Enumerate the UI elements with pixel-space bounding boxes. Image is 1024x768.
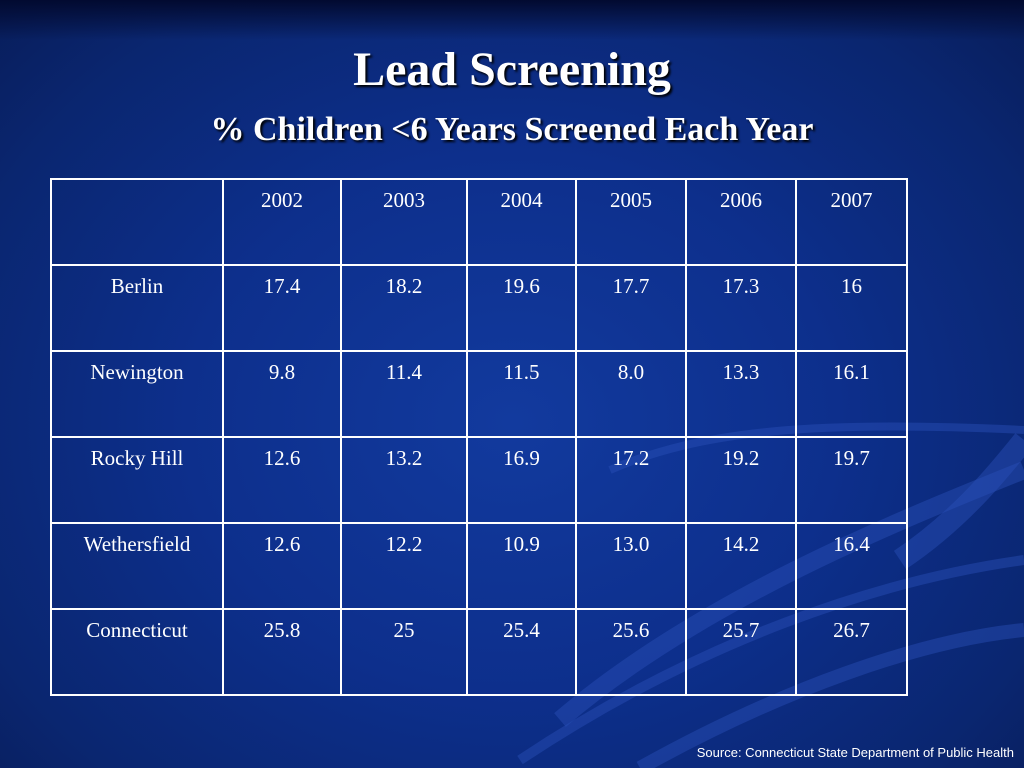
- table-cell: 16: [795, 264, 908, 352]
- table-row: Wethersfield 12.6 12.2 10.9 13.0 14.2 16…: [50, 522, 908, 610]
- table-cell: 11.5: [466, 350, 577, 438]
- table-header-row: 2002 2003 2004 2005 2006 2007: [50, 178, 908, 266]
- table-cell: 12.6: [222, 522, 342, 610]
- table-row: Berlin 17.4 18.2 19.6 17.7 17.3 16: [50, 264, 908, 352]
- table-cell: 25.7: [685, 608, 797, 696]
- table-cell: 19.6: [466, 264, 577, 352]
- header-cell: 2007: [795, 178, 908, 266]
- table-cell: 16.1: [795, 350, 908, 438]
- table-cell: 17.3: [685, 264, 797, 352]
- table-cell: 17.7: [575, 264, 687, 352]
- slide-title: Lead Screening: [353, 43, 671, 96]
- source-note: Source: Connecticut State Department of …: [696, 745, 1014, 760]
- table-cell: 25.4: [466, 608, 577, 696]
- table-cell: 13.2: [340, 436, 468, 524]
- header-cell: 2003: [340, 178, 468, 266]
- table-cell: 13.3: [685, 350, 797, 438]
- table-cell: 19.2: [685, 436, 797, 524]
- table-cell: 14.2: [685, 522, 797, 610]
- table-cell: 9.8: [222, 350, 342, 438]
- table-cell: 16.9: [466, 436, 577, 524]
- header-cell: 2005: [575, 178, 687, 266]
- top-shade: [0, 0, 1024, 40]
- table-cell: 11.4: [340, 350, 468, 438]
- row-label: Berlin: [50, 264, 224, 352]
- table-cell: 12.2: [340, 522, 468, 610]
- table-cell: 25.8: [222, 608, 342, 696]
- header-cell: 2002: [222, 178, 342, 266]
- table-cell: 25: [340, 608, 468, 696]
- row-label: Rocky Hill: [50, 436, 224, 524]
- table-cell: 12.6: [222, 436, 342, 524]
- table-cell: 19.7: [795, 436, 908, 524]
- table-cell: 8.0: [575, 350, 687, 438]
- header-cell: 2006: [685, 178, 797, 266]
- screening-table: 2002 2003 2004 2005 2006 2007 Berlin 17.…: [50, 178, 908, 696]
- row-label: Connecticut: [50, 608, 224, 696]
- slide-subtitle: % Children <6 Years Screened Each Year: [210, 111, 814, 148]
- header-cell: 2004: [466, 178, 577, 266]
- header-cell: [50, 178, 224, 266]
- table-cell: 13.0: [575, 522, 687, 610]
- table-row: Rocky Hill 12.6 13.2 16.9 17.2 19.2 19.7: [50, 436, 908, 524]
- table-cell: 25.6: [575, 608, 687, 696]
- table-cell: 18.2: [340, 264, 468, 352]
- table-cell: 26.7: [795, 608, 908, 696]
- table-cell: 17.2: [575, 436, 687, 524]
- row-label: Wethersfield: [50, 522, 224, 610]
- row-label: Newington: [50, 350, 224, 438]
- table-cell: 17.4: [222, 264, 342, 352]
- table-cell: 16.4: [795, 522, 908, 610]
- table-row: Connecticut 25.8 25 25.4 25.6 25.7 26.7: [50, 608, 908, 696]
- table-row: Newington 9.8 11.4 11.5 8.0 13.3 16.1: [50, 350, 908, 438]
- table-cell: 10.9: [466, 522, 577, 610]
